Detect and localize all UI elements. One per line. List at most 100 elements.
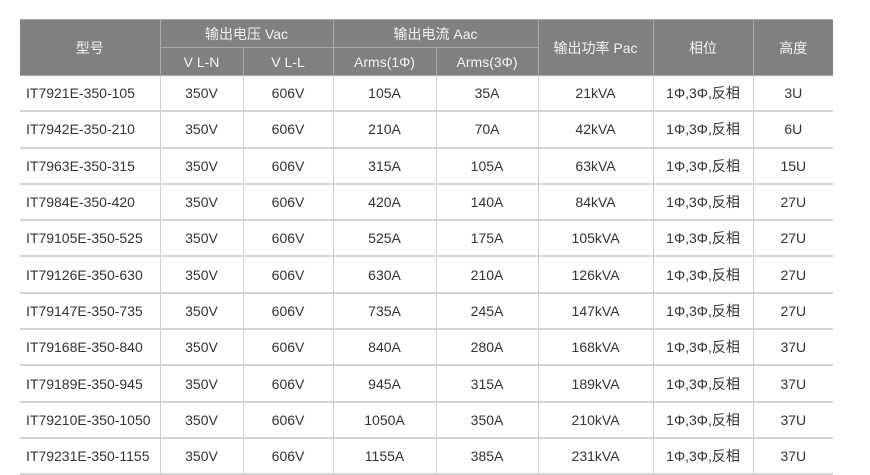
cell-power: 210kVA — [537, 401, 654, 439]
cell-a-3p: 105A — [435, 147, 539, 185]
cell-a-1p: 210A — [332, 111, 437, 149]
header-v-ln: V L-N — [159, 47, 244, 76]
cell-height: 37U — [752, 329, 834, 367]
cell-a-3p: 210A — [435, 256, 539, 294]
cell-phase: 1Φ,3Φ,反相 — [652, 111, 754, 149]
cell-model: IT79189E-350-945 — [20, 365, 161, 403]
cell-power: 168kVA — [537, 329, 654, 367]
cell-a-1p: 420A — [332, 183, 437, 222]
cell-height: 15U — [752, 147, 834, 185]
cell-phase: 1Φ,3Φ,反相 — [652, 365, 754, 403]
cell-height: 27U — [752, 292, 834, 331]
cell-model: IT79147E-350-735 — [20, 292, 161, 331]
cell-v-ll: 606V — [242, 111, 334, 149]
cell-a-3p: 70A — [435, 111, 539, 149]
cell-v-ll: 606V — [242, 329, 334, 367]
cell-v-ll: 606V — [242, 75, 334, 113]
cell-height: 37U — [752, 437, 834, 475]
cell-power: 189kVA — [537, 365, 654, 403]
header-current-group: 输出电流 Aac — [332, 19, 539, 48]
cell-phase: 1Φ,3Φ,反相 — [652, 220, 754, 258]
cell-v-ln: 350V — [159, 75, 244, 113]
table-row: IT79147E-350-735 350V 606V 735A 245A 147kVA 1Φ… — [20, 292, 834, 331]
table-row: IT79231E-350-1155 350V 606V 1155A 385A 231kVA… — [20, 437, 834, 475]
cell-a-1p: 1155A — [332, 437, 437, 475]
cell-phase: 1Φ,3Φ,反相 — [652, 147, 754, 185]
spec-table: 型号 输出电压 Vac 输出电流 Aac 输出功率 Pac 相位 高度 V L-… — [20, 19, 834, 475]
cell-a-3p: 315A — [435, 365, 539, 403]
cell-a-3p: 350A — [435, 401, 539, 439]
cell-v-ll: 606V — [242, 437, 334, 475]
table-row: IT7942E-350-210 350V 606V 210A 70A 42kVA 1Φ,3Φ… — [20, 111, 834, 149]
cell-a-1p: 630A — [332, 256, 437, 294]
cell-a-3p: 385A — [435, 437, 539, 475]
cell-a-1p: 105A — [332, 75, 437, 113]
cell-height: 27U — [752, 256, 834, 294]
cell-a-3p: 140A — [435, 183, 539, 222]
cell-height: 37U — [752, 401, 834, 439]
cell-model: IT79126E-350-630 — [20, 256, 161, 294]
cell-v-ln: 350V — [159, 329, 244, 367]
cell-a-1p: 1050A — [332, 401, 437, 439]
cell-height: 37U — [752, 365, 834, 403]
cell-phase: 1Φ,3Φ,反相 — [652, 437, 754, 475]
cell-v-ln: 350V — [159, 183, 244, 222]
cell-model: IT7963E-350-315 — [20, 147, 161, 185]
cell-phase: 1Φ,3Φ,反相 — [652, 183, 754, 222]
cell-v-ln: 350V — [159, 111, 244, 149]
cell-phase: 1Φ,3Φ,反相 — [652, 292, 754, 331]
cell-a-1p: 525A — [332, 220, 437, 258]
table-row: IT79189E-350-945 350V 606V 945A 315A 189kVA 1Φ… — [20, 365, 834, 403]
cell-a-1p: 735A — [332, 292, 437, 331]
cell-power: 84kVA — [537, 183, 654, 222]
table-body: IT7921E-350-105 350V 606V 105A 35A 21kVA 1Φ,3Φ… — [20, 75, 834, 475]
cell-model: IT7984E-350-420 — [20, 183, 161, 222]
cell-v-ln: 350V — [159, 147, 244, 185]
header-phase: 相位 — [652, 19, 754, 76]
cell-power: 21kVA — [537, 75, 654, 113]
cell-power: 42kVA — [537, 111, 654, 149]
table-row: IT7963E-350-315 350V 606V 315A 105A 63kVA 1Φ,3… — [20, 147, 834, 185]
cell-height: 6U — [752, 111, 834, 149]
table-row: IT79126E-350-630 350V 606V 630A 210A 126kVA 1Φ… — [20, 256, 834, 294]
cell-phase: 1Φ,3Φ,反相 — [652, 401, 754, 439]
cell-v-ll: 606V — [242, 401, 334, 439]
cell-v-ln: 350V — [159, 437, 244, 475]
cell-model: IT7921E-350-105 — [20, 75, 161, 113]
table-row: IT79210E-350-1050 350V 606V 1050A 350A 210kVA… — [20, 401, 834, 439]
cell-v-ln: 350V — [159, 401, 244, 439]
cell-power: 147kVA — [537, 292, 654, 331]
cell-height: 27U — [752, 220, 834, 258]
cell-a-3p: 245A — [435, 292, 539, 331]
header-a-1p: Arms(1Φ) — [332, 47, 437, 76]
table-row: IT7984E-350-420 350V 606V 420A 140A 84kVA 1Φ,3… — [20, 183, 834, 222]
cell-phase: 1Φ,3Φ,反相 — [652, 329, 754, 367]
cell-model: IT79231E-350-1155 — [20, 437, 161, 475]
table-row: IT79168E-350-840 350V 606V 840A 280A 168kVA 1Φ… — [20, 329, 834, 367]
cell-height: 27U — [752, 183, 834, 222]
cell-v-ll: 606V — [242, 147, 334, 185]
cell-model: IT79210E-350-1050 — [20, 401, 161, 439]
cell-a-3p: 280A — [435, 329, 539, 367]
cell-phase: 1Φ,3Φ,反相 — [652, 256, 754, 294]
cell-v-ln: 350V — [159, 220, 244, 258]
cell-height: 3U — [752, 75, 834, 113]
cell-model: IT79168E-350-840 — [20, 329, 161, 367]
header-model: 型号 — [20, 19, 161, 76]
cell-a-3p: 35A — [435, 75, 539, 113]
cell-model: IT7942E-350-210 — [20, 111, 161, 149]
header-v-ll: V L-L — [242, 47, 334, 76]
cell-v-ln: 350V — [159, 256, 244, 294]
cell-a-3p: 175A — [435, 220, 539, 258]
cell-phase: 1Φ,3Φ,反相 — [652, 75, 754, 113]
cell-v-ll: 606V — [242, 220, 334, 258]
cell-v-ll: 606V — [242, 183, 334, 222]
cell-a-1p: 315A — [332, 147, 437, 185]
header-voltage-group: 输出电压 Vac — [159, 19, 334, 48]
cell-power: 126kVA — [537, 256, 654, 294]
cell-power: 231kVA — [537, 437, 654, 475]
header-power: 输出功率 Pac — [537, 19, 654, 76]
cell-v-ll: 606V — [242, 365, 334, 403]
table-row: IT79105E-350-525 350V 606V 525A 175A 105kVA 1Φ… — [20, 220, 834, 258]
header-height: 高度 — [752, 19, 834, 76]
